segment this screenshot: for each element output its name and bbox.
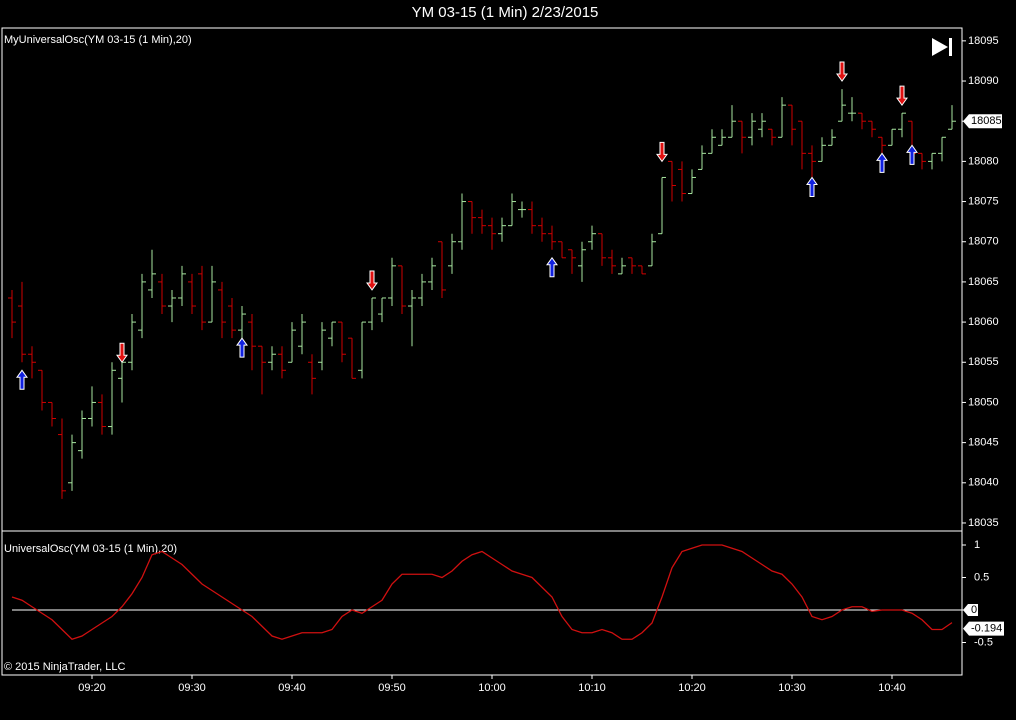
y-tick-label: 18070 (968, 236, 999, 248)
buy-arrow (906, 144, 918, 165)
zero-marker (963, 604, 978, 616)
y-tick-label: 18090 (968, 75, 999, 87)
sell-arrow (896, 85, 908, 106)
last-osc-box (963, 621, 1004, 636)
last-price-box (963, 114, 1002, 129)
osc-line (11, 544, 953, 640)
price-panel-label: MyUniversalOsc(YM 03-15 (1 Min),20) (4, 34, 192, 46)
sell-arrow (836, 61, 848, 82)
x-tick-label: 09:40 (278, 682, 306, 694)
y2-tick-label: 1 (974, 539, 980, 551)
x-tick-label: 10:40 (878, 682, 906, 694)
buy-arrow (806, 176, 818, 197)
last-price-label: 18085 (971, 115, 1002, 127)
y2-tick-label: 0.5 (974, 571, 989, 583)
x-tick-label: 10:00 (478, 682, 506, 694)
last-osc-label: -0.194 (971, 623, 1002, 635)
x-tick-label: 09:50 (378, 682, 406, 694)
y2-tick-label: -0.5 (974, 636, 993, 648)
play-button[interactable] (932, 38, 952, 56)
sell-arrow (116, 342, 128, 364)
y-tick-label: 18055 (968, 356, 999, 368)
chart-title: YM 03-15 (1 Min) 2/23/2015 (412, 4, 599, 21)
osc-panel (1, 530, 963, 676)
y-tick-label: 18060 (968, 316, 999, 328)
osc-panel-label: UniversalOsc(YM 03-15 (1 Min),20) (4, 543, 177, 555)
y-tick-label: 18065 (968, 276, 999, 288)
x-tick-label: 10:10 (578, 682, 606, 694)
copyright: © 2015 NinjaTrader, LLC (4, 661, 125, 673)
y-tick-label: 18095 (968, 35, 999, 47)
y-tick-label: 18040 (968, 477, 999, 489)
sell-arrow (656, 141, 668, 163)
buy-arrow (546, 256, 558, 278)
x-tick-label: 09:20 (78, 682, 106, 694)
buy-arrow (16, 369, 28, 390)
y2-tick-label: 0 (971, 604, 977, 616)
y-tick-label: 18075 (968, 195, 999, 207)
y-tick-label: 18050 (968, 396, 999, 408)
x-tick-label: 10:20 (678, 682, 706, 694)
price-panel (1, 27, 963, 532)
x-tick-label: 10:30 (778, 682, 806, 694)
sell-arrow (366, 270, 378, 291)
y-tick-label: 18045 (968, 437, 999, 449)
y-tick-label: 18080 (968, 155, 999, 167)
buy-arrow (876, 152, 888, 173)
x-tick-label: 09:30 (178, 682, 206, 694)
y-tick-label: 18035 (968, 517, 999, 529)
buy-arrow (236, 337, 248, 358)
